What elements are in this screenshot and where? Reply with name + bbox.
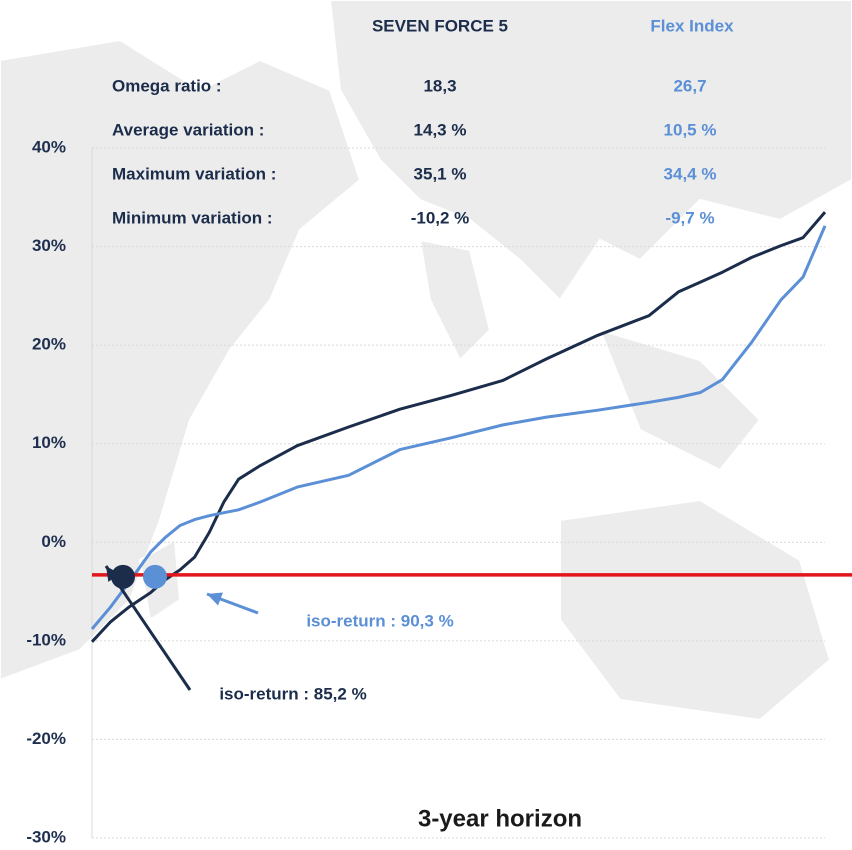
annotation: iso-return : 90,3 % xyxy=(306,611,453,630)
column-header: Flex Index xyxy=(650,16,734,35)
column-header: SEVEN FORCE 5 xyxy=(372,16,508,35)
stat-value: -10,2 % xyxy=(411,208,470,227)
stat-value: 10,5 % xyxy=(664,120,717,139)
y-tick-label: -20% xyxy=(26,729,66,748)
chart-title: 3-year horizon xyxy=(418,805,582,832)
stat-value: 34,4 % xyxy=(664,164,717,183)
y-tick-label: 10% xyxy=(32,433,66,452)
y-tick-label: 30% xyxy=(32,236,66,255)
stat-label: Maximum variation : xyxy=(112,164,276,183)
y-tick-label: -10% xyxy=(26,630,66,649)
arrow-head xyxy=(207,592,223,606)
stat-value: 18,3 xyxy=(423,76,456,95)
stat-value: -9,7 % xyxy=(665,208,714,227)
y-tick-label: 40% xyxy=(32,137,66,156)
stat-label: Omega ratio : xyxy=(112,76,222,95)
annotation: iso-return : 85,2 % xyxy=(219,684,366,703)
arrow-shaft xyxy=(104,565,192,691)
stat-value: 26,7 xyxy=(673,76,706,95)
iso-marker xyxy=(143,564,167,589)
stat-label: Average variation : xyxy=(112,120,264,139)
map-background xyxy=(0,0,852,722)
stat-label: Minimum variation : xyxy=(112,208,273,227)
y-tick-label: 0% xyxy=(41,532,66,551)
series-line xyxy=(90,225,827,630)
arrow-head xyxy=(106,566,120,582)
series-line xyxy=(90,211,827,643)
stat-value: 14,3 % xyxy=(414,120,467,139)
y-tick-label: 20% xyxy=(32,335,66,354)
y-tick-label: -30% xyxy=(26,827,66,846)
stat-value: 35,1 % xyxy=(414,164,467,183)
